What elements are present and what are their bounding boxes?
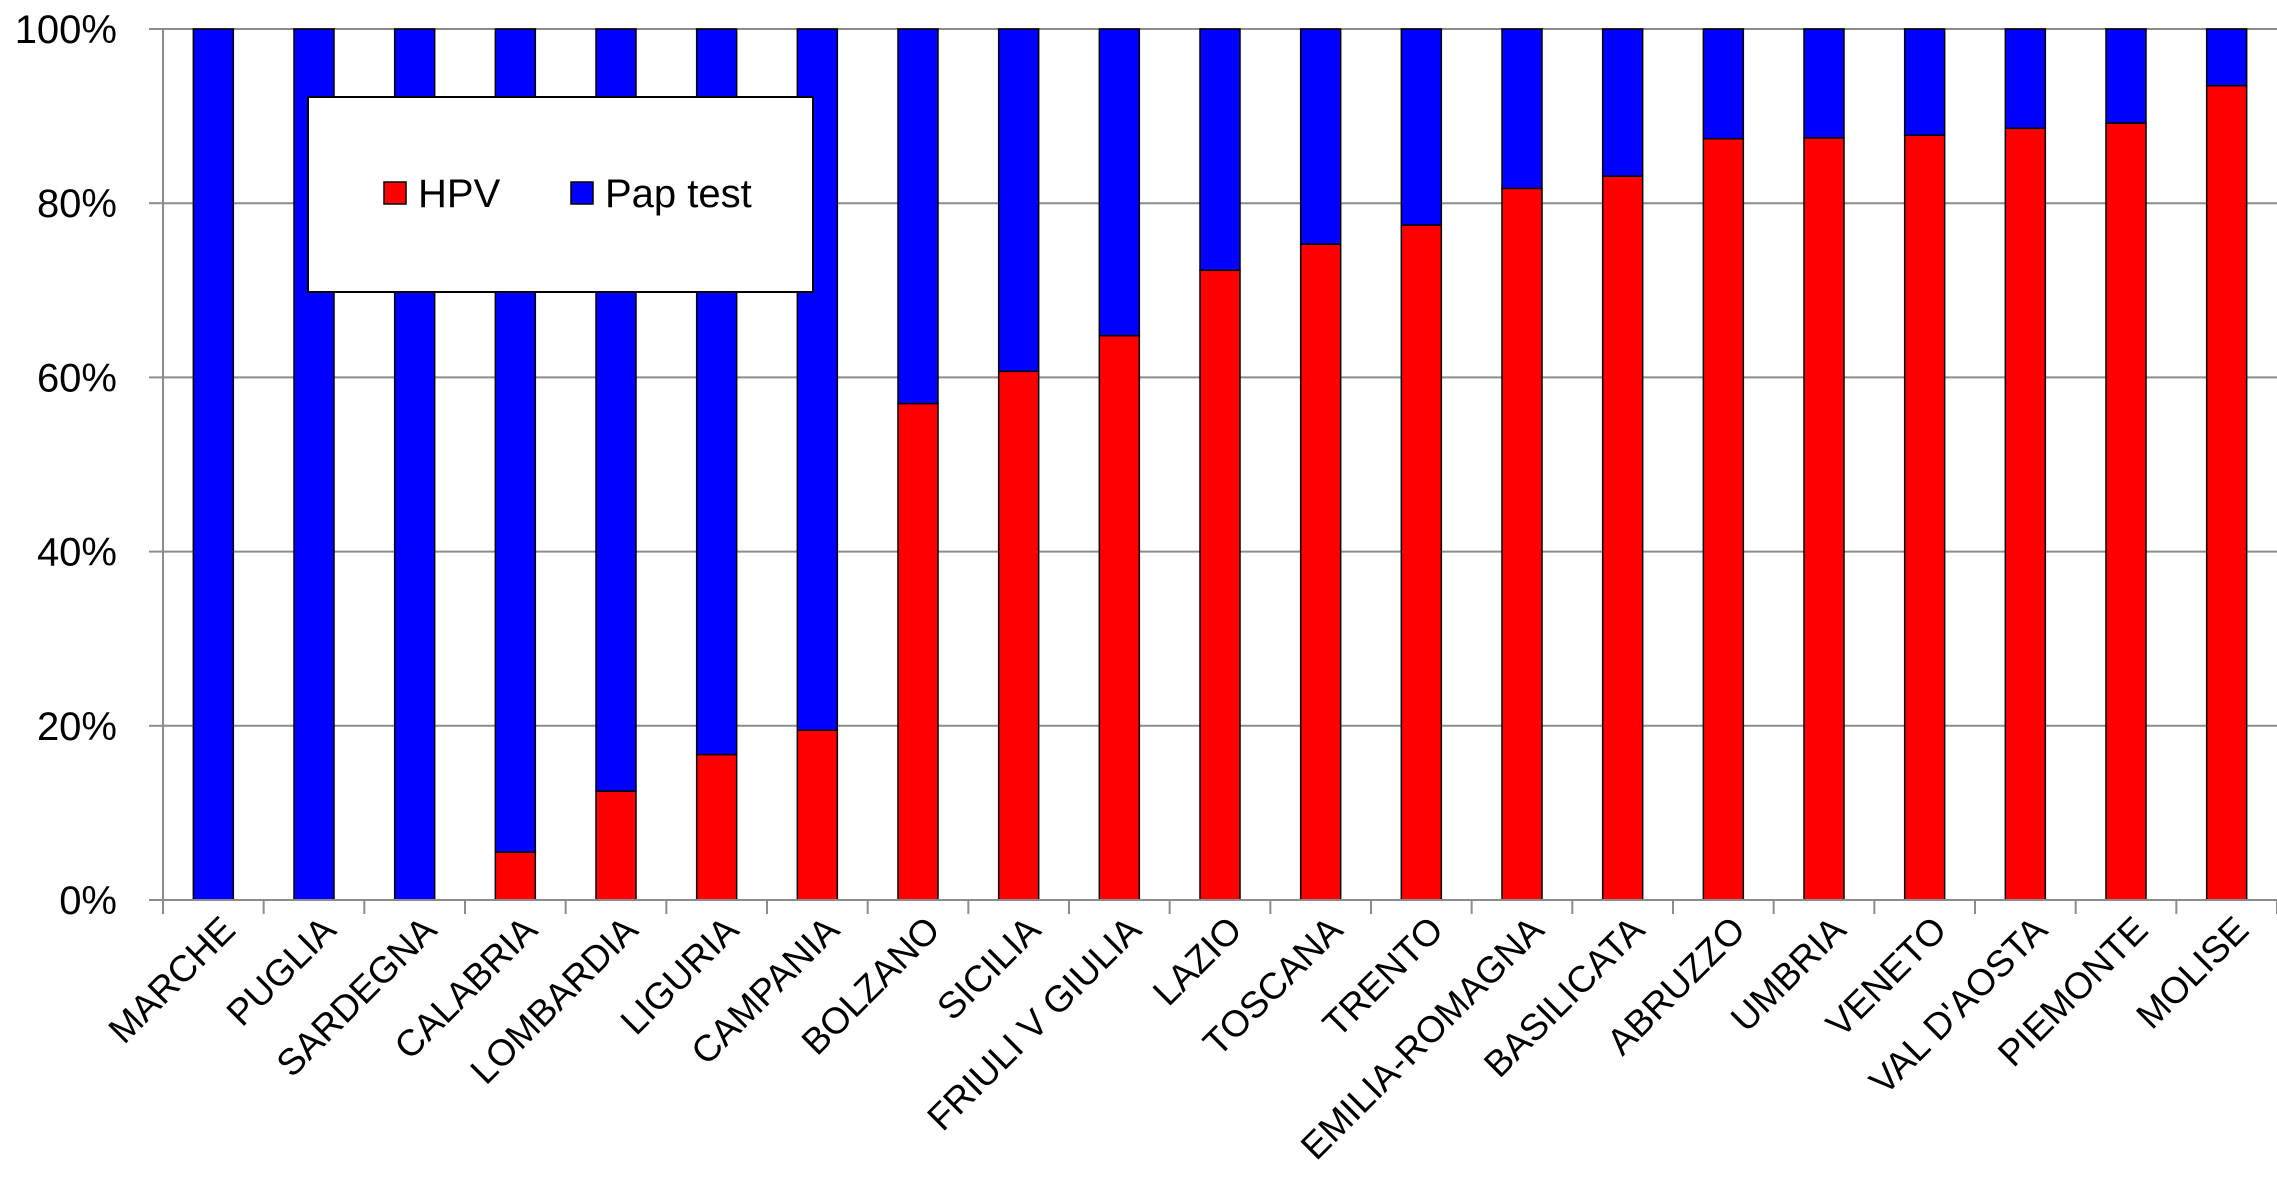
bar-segment-hpv — [1199, 269, 1241, 901]
x-tick-label: MOLISE — [2128, 909, 2256, 1037]
y-tick-label: 20% — [37, 705, 117, 749]
bar-segment-hpv — [1299, 243, 1342, 901]
axes — [149, 28, 2277, 914]
y-tick-label: 0% — [59, 879, 117, 923]
bar-segment-pap-test — [1400, 28, 1443, 226]
legend-swatch-pap-test — [570, 181, 594, 205]
bar-segment-pap-test — [1903, 28, 1946, 137]
bar-segment-hpv — [695, 753, 738, 901]
x-tick-label: MARCHE — [101, 909, 243, 1051]
bar-segment-pap-test — [1803, 28, 1845, 139]
legend-label-pap-test: Pap test — [605, 172, 752, 216]
y-tick-label: 80% — [37, 182, 117, 226]
bar-segment-pap-test — [1501, 28, 1543, 190]
y-tick-label: 40% — [37, 531, 117, 575]
bar-segment-hpv — [2205, 84, 2248, 901]
legend: HPV Pap test — [307, 96, 814, 293]
x-axis-labels: MARCHEPUGLIASARDEGNACALABRIALOMBARDIALIG… — [101, 908, 2257, 1167]
bar-segment-pap-test — [192, 28, 235, 901]
bar-segment-hpv — [1702, 137, 1745, 901]
bar-segment-hpv — [997, 370, 1040, 901]
bar-segment-pap-test — [1098, 28, 1141, 337]
bar-segment-hpv — [897, 402, 939, 901]
bar-segment-hpv — [2004, 127, 2047, 901]
bar-segment-pap-test — [1601, 28, 1644, 177]
bar-segment-hpv — [1601, 175, 1644, 901]
bar-segment-hpv — [2105, 122, 2147, 901]
bar-segment-pap-test — [1702, 28, 1745, 140]
bar-segment-hpv — [494, 851, 537, 901]
bar-segment-pap-test — [997, 28, 1040, 373]
y-axis-labels: 0% 20% 40% 60% 80% 100% — [15, 8, 117, 923]
bar-segment-pap-test — [2205, 28, 2248, 87]
bar-segment-hpv — [1501, 187, 1543, 901]
bar-segment-pap-test — [1199, 28, 1241, 272]
bar-segment-hpv — [1803, 137, 1845, 901]
legend-label-hpv: HPV — [418, 172, 501, 216]
legend-swatch-hpv — [383, 181, 407, 205]
bar-segment-pap-test — [1299, 28, 1342, 245]
bar-segment-pap-test — [2105, 28, 2147, 124]
bar-segment-hpv — [1903, 134, 1946, 901]
bar-segment-hpv — [1098, 334, 1141, 901]
bar-segment-hpv — [595, 790, 637, 901]
bar-segment-pap-test — [897, 28, 939, 405]
bar-segment-hpv — [1400, 224, 1443, 901]
x-tick-label: VAL D'AOSTA — [1862, 908, 2056, 1102]
y-tick-label: 100% — [15, 8, 117, 52]
bar-segment-pap-test — [2004, 28, 2047, 130]
bar-segment-hpv — [796, 729, 839, 901]
bars — [192, 28, 2248, 901]
y-tick-label: 60% — [37, 356, 117, 400]
